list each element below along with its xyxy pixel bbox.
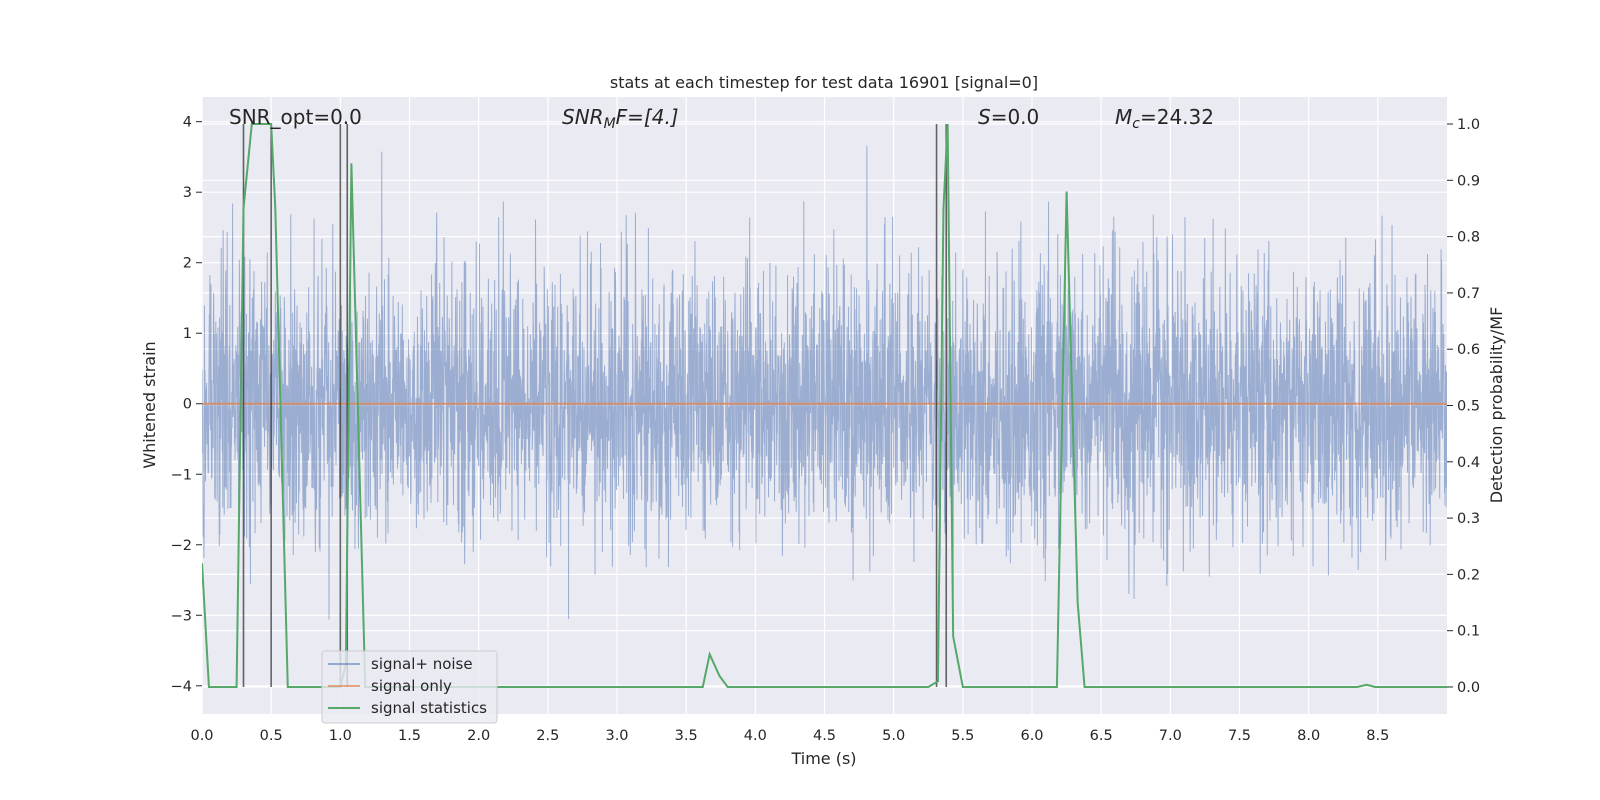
legend-box — [321, 650, 498, 724]
y-tick-label-3: 1 — [183, 326, 192, 342]
x-tick-label-10: 5.0 — [882, 728, 905, 744]
statistics-line — [202, 123, 1447, 688]
y2-tick-label-7: 0.3 — [1457, 511, 1480, 527]
y2-tick-label-8: 0.2 — [1457, 567, 1480, 583]
annotation-snr-mf-rest: F=[4.] — [616, 105, 679, 129]
x-tick-label-14: 7.0 — [1159, 728, 1182, 744]
x-tick-label-3: 1.5 — [398, 728, 421, 744]
y-axis-ticks: 4 3 2 1 0 −1 −2 −3 −4 — [171, 115, 202, 695]
series-signal-statistics — [202, 123, 1447, 688]
annotation-s-rest: =0.0 — [991, 105, 1040, 129]
y-tick-label-2: 2 — [183, 256, 192, 272]
x-axis-label: Time (s) — [790, 749, 856, 768]
y2-tick-label-4: 0.6 — [1457, 342, 1480, 358]
annotation-s: S=0.0 — [978, 105, 1039, 129]
y2-axis-label: Detection probability/MF — [1487, 307, 1506, 504]
y-tick-label-6: −2 — [171, 538, 192, 554]
x-tick-label-12: 6.0 — [1020, 728, 1043, 744]
x-tick-label-11: 5.5 — [951, 728, 974, 744]
annotation-mc-rest: =24.32 — [1140, 105, 1214, 129]
x-tick-label-15: 7.5 — [1228, 728, 1251, 744]
annotation-snr-mf-sub: M — [604, 116, 616, 132]
legend-label-signal-only: signal only — [371, 677, 452, 695]
y2-tick-label-0: 1.0 — [1457, 117, 1480, 133]
x-tick-label-0: 0.0 — [190, 728, 213, 744]
legend-label-signal-statistics: signal statistics — [371, 699, 487, 717]
y2-tick-label-10: 0.0 — [1457, 680, 1480, 696]
x-tick-label-8: 4.0 — [744, 728, 767, 744]
y2-tick-label-5: 0.5 — [1457, 399, 1480, 415]
y-tick-label-1: 3 — [183, 185, 192, 201]
y-axis-label: Whitened strain — [140, 341, 159, 468]
y-tick-label-8: −4 — [171, 679, 192, 695]
y2-tick-label-9: 0.1 — [1457, 624, 1480, 640]
x-tick-label-9: 4.5 — [813, 728, 836, 744]
x-tick-label-1: 0.5 — [260, 728, 283, 744]
y2-tick-label-6: 0.4 — [1457, 455, 1480, 471]
x-tick-label-6: 3.0 — [605, 728, 628, 744]
annotation-s-italic: S — [978, 105, 991, 129]
annotation-snr-mf: SNRMF=[4.] — [562, 105, 679, 132]
y-tick-label-0: 4 — [183, 115, 192, 131]
chart-title: stats at each timestep for test data 169… — [610, 73, 1038, 92]
x-tick-label-4: 2.0 — [467, 728, 490, 744]
x-tick-label-5: 2.5 — [536, 728, 559, 744]
x-axis-ticks: 0.0 0.5 1.0 1.5 2.0 2.5 3.0 3.5 4.0 4.5 5.0 5.5 6.0 6… — [190, 728, 1389, 744]
annotation-snr-mf-main: SNR — [562, 105, 604, 129]
x-tick-label-7: 3.5 — [675, 728, 698, 744]
annotation-mc-sub: c — [1132, 116, 1140, 132]
annotation-snr-opt: SNR_opt=0.0 — [229, 105, 362, 129]
y-tick-label-5: −1 — [171, 467, 192, 483]
annotation-mc: Mc=24.32 — [1115, 105, 1214, 132]
legend-label-signal-plus-noise: signal+ noise — [371, 655, 473, 673]
y2-tick-label-1: 0.9 — [1457, 173, 1480, 189]
y-tick-label-4: 0 — [183, 397, 192, 413]
x-tick-label-13: 6.5 — [1090, 728, 1113, 744]
annotation-mc-main: M — [1115, 105, 1132, 129]
y2-tick-label-3: 0.7 — [1457, 286, 1480, 302]
x-tick-label-16: 8.0 — [1297, 728, 1320, 744]
y-tick-label-7: −3 — [171, 608, 192, 624]
y2-axis-ticks: 1.0 0.9 0.8 0.7 0.6 0.5 0.4 0.3 0.2 0.1 0.0 — [1447, 117, 1480, 696]
x-tick-label-17: 8.5 — [1366, 728, 1389, 744]
y2-tick-label-2: 0.8 — [1457, 230, 1480, 246]
x-tick-label-2: 1.0 — [329, 728, 352, 744]
legend: signal+ noise signal only signal statist… — [321, 650, 498, 724]
